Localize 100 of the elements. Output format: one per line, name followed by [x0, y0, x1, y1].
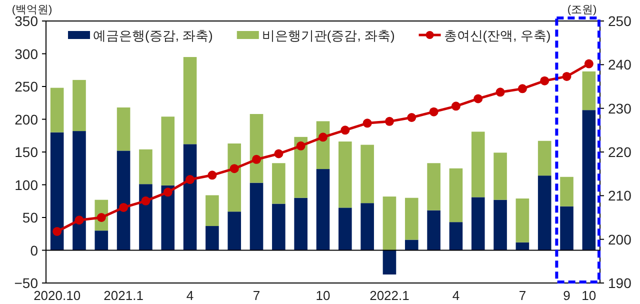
bar	[72, 131, 86, 250]
x-tick-label: 2022.1	[370, 288, 410, 303]
y-tick-label: 50	[22, 210, 38, 226]
bar	[427, 163, 440, 210]
bar	[449, 168, 463, 222]
point	[186, 175, 195, 184]
bar	[538, 176, 552, 250]
bar	[139, 184, 152, 250]
y-tick-label: 250	[14, 78, 38, 94]
bar	[161, 116, 175, 186]
bar	[183, 144, 197, 250]
bar	[538, 140, 552, 176]
bar	[494, 152, 507, 200]
bar	[139, 149, 152, 184]
bar	[50, 132, 64, 250]
point	[451, 102, 460, 111]
bar	[360, 203, 374, 250]
x-tick-label: 10	[582, 288, 596, 303]
point	[540, 76, 550, 86]
y-tick-label: −50	[14, 275, 38, 291]
y-tick-label: 200	[14, 111, 38, 128]
legend-label: 비은행기관(증감, 좌축)	[262, 28, 395, 43]
x-tick-label: 7	[252, 288, 260, 303]
y2-tick-label: 220	[608, 144, 632, 160]
bar	[427, 210, 440, 250]
bar	[183, 57, 197, 144]
bar	[161, 185, 175, 250]
bar	[516, 198, 530, 242]
bar	[582, 110, 596, 250]
point	[384, 116, 394, 126]
point	[208, 170, 217, 180]
y2-tick-label: 190	[608, 275, 632, 291]
point	[496, 88, 505, 97]
y-tick-label: 0	[30, 242, 38, 258]
bar	[382, 196, 396, 250]
point	[407, 113, 416, 122]
bar	[294, 136, 308, 198]
bar	[206, 226, 219, 250]
bar	[72, 80, 86, 132]
bar	[206, 195, 219, 226]
bar	[228, 212, 242, 250]
point	[119, 202, 128, 212]
bar	[250, 182, 264, 250]
point	[562, 72, 572, 81]
bar	[560, 176, 574, 206]
x-tick-label: 10	[316, 288, 330, 303]
point	[318, 132, 328, 142]
bar	[272, 163, 286, 204]
y-tick-label: 150	[14, 144, 38, 160]
x-tick-label: 2020.10	[34, 288, 81, 303]
bar	[494, 200, 507, 250]
point	[141, 196, 150, 206]
y2-tick-label: 250	[608, 13, 632, 29]
bar	[272, 204, 286, 250]
y-axis-title: (백억원)	[12, 4, 52, 16]
bar	[316, 169, 330, 250]
legend-label: 총여신(잔액, 우축)	[444, 28, 551, 43]
bar	[404, 198, 418, 240]
y2-tick-label: 200	[608, 231, 632, 248]
point	[474, 94, 483, 104]
bar	[404, 240, 418, 250]
point	[230, 164, 239, 174]
point	[74, 216, 84, 225]
bar	[449, 222, 463, 250]
x-tick-label: 4	[452, 288, 460, 303]
point	[252, 154, 262, 164]
point	[362, 118, 372, 128]
bar	[360, 144, 374, 204]
bar	[294, 198, 308, 250]
x-tick-label: 4	[186, 288, 194, 303]
x-tick-label: 7	[518, 288, 526, 303]
bar	[94, 230, 108, 250]
point	[518, 84, 527, 94]
y-tick-label: 100	[14, 176, 38, 193]
legend-label: 예금은행(증감, 좌축)	[93, 28, 213, 43]
y2-tick-label: 230	[608, 100, 632, 116]
point	[429, 107, 438, 116]
y2-axis-title: (조원)	[567, 4, 597, 16]
bar	[116, 150, 130, 250]
y2-tick-label: 210	[608, 188, 632, 204]
point	[584, 59, 594, 68]
point	[274, 149, 284, 158]
point	[163, 188, 172, 197]
bar	[228, 143, 242, 212]
bar	[116, 107, 130, 151]
y-tick-label: 300	[14, 46, 38, 62]
bar	[560, 206, 574, 250]
bar	[516, 242, 530, 250]
bar	[382, 250, 396, 274]
bar	[582, 71, 596, 110]
bar	[338, 142, 352, 208]
bar	[471, 197, 485, 250]
bar	[338, 208, 352, 250]
point	[340, 126, 350, 135]
point	[296, 141, 306, 150]
bar	[50, 88, 64, 132]
bar	[471, 132, 485, 198]
y2-tick-label: 240	[608, 56, 632, 73]
bar	[250, 114, 264, 183]
x-tick-label: 2021.1	[104, 288, 144, 303]
